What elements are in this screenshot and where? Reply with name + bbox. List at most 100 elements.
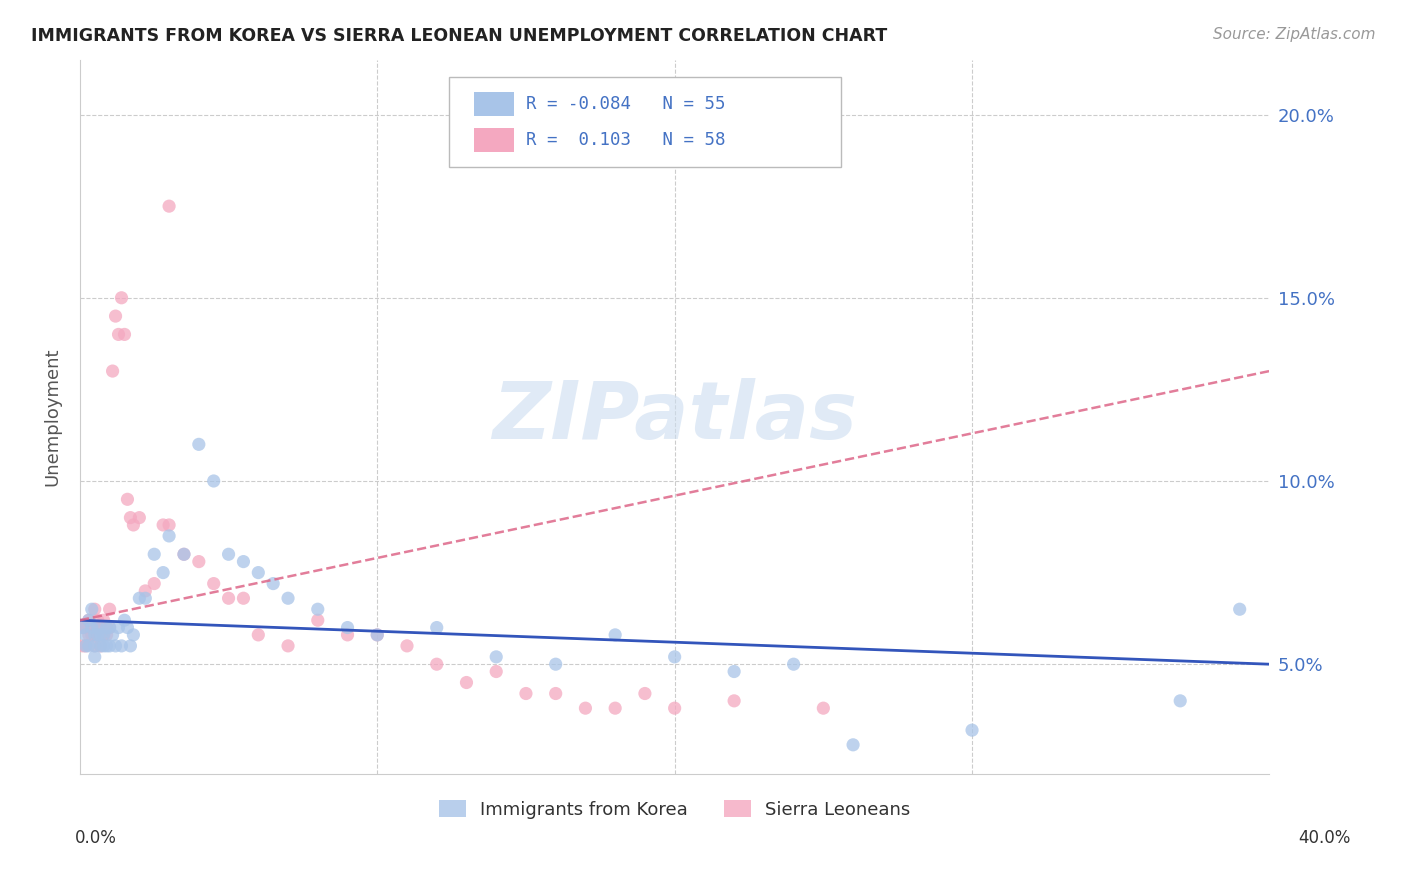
Point <box>117 621 139 635</box>
Point <box>157 199 180 213</box>
Point <box>134 583 156 598</box>
Point <box>96 621 118 635</box>
Point <box>86 613 108 627</box>
Point <box>93 628 115 642</box>
Text: Source: ZipAtlas.com: Source: ZipAtlas.com <box>1212 27 1375 42</box>
Point <box>173 547 195 561</box>
Point <box>72 639 94 653</box>
Point <box>83 602 105 616</box>
Point <box>80 628 103 642</box>
Point <box>80 621 103 635</box>
Point <box>75 621 97 635</box>
Point <box>842 738 865 752</box>
Point <box>90 639 112 653</box>
FancyBboxPatch shape <box>474 128 515 153</box>
Point <box>395 639 418 653</box>
Point <box>173 547 195 561</box>
Point <box>485 665 508 679</box>
Point <box>426 621 449 635</box>
Point <box>485 649 508 664</box>
Point <box>336 628 359 642</box>
Point <box>723 694 745 708</box>
Y-axis label: Unemployment: Unemployment <box>44 348 60 486</box>
Point <box>456 675 478 690</box>
Point <box>93 613 115 627</box>
Point <box>202 474 225 488</box>
Point <box>544 657 567 672</box>
Text: IMMIGRANTS FROM KOREA VS SIERRA LEONEAN UNEMPLOYMENT CORRELATION CHART: IMMIGRANTS FROM KOREA VS SIERRA LEONEAN … <box>31 27 887 45</box>
Point <box>86 621 108 635</box>
Point <box>98 621 121 635</box>
Point <box>83 639 105 653</box>
Point <box>93 639 115 653</box>
Point <box>98 639 121 653</box>
Point <box>83 628 105 642</box>
Point <box>723 665 745 679</box>
Point <box>218 547 240 561</box>
Point <box>187 437 209 451</box>
Point <box>544 686 567 700</box>
Point <box>605 628 627 642</box>
Point <box>120 510 142 524</box>
Point <box>605 701 627 715</box>
Point <box>96 639 118 653</box>
Point <box>104 309 127 323</box>
Point <box>664 701 686 715</box>
Point <box>83 628 105 642</box>
Point <box>72 621 94 635</box>
Point <box>77 639 100 653</box>
Point <box>515 686 537 700</box>
Point <box>307 602 329 616</box>
Point <box>143 576 166 591</box>
Point <box>366 628 388 642</box>
Legend: Immigrants from Korea, Sierra Leoneans: Immigrants from Korea, Sierra Leoneans <box>432 793 918 826</box>
Point <box>122 628 145 642</box>
Point <box>86 621 108 635</box>
Point <box>134 591 156 606</box>
Point <box>117 492 139 507</box>
Point <box>80 621 103 635</box>
Point <box>574 701 596 715</box>
FancyBboxPatch shape <box>449 78 841 167</box>
Point <box>277 639 299 653</box>
Text: R = -0.084   N = 55: R = -0.084 N = 55 <box>526 95 725 113</box>
Point <box>128 510 150 524</box>
Point <box>98 602 121 616</box>
Point <box>110 639 132 653</box>
Point <box>90 628 112 642</box>
Point <box>83 639 105 653</box>
Point <box>86 628 108 642</box>
Point <box>122 518 145 533</box>
Point <box>96 621 118 635</box>
Point <box>336 621 359 635</box>
Point <box>98 621 121 635</box>
Point <box>83 649 105 664</box>
Point <box>128 591 150 606</box>
Point <box>152 518 174 533</box>
Point <box>426 657 449 672</box>
Point <box>277 591 299 606</box>
Point <box>782 657 804 672</box>
Point <box>107 327 129 342</box>
FancyBboxPatch shape <box>474 92 515 116</box>
Point <box>262 576 284 591</box>
Point <box>75 628 97 642</box>
Point <box>77 613 100 627</box>
Point <box>218 591 240 606</box>
Point <box>152 566 174 580</box>
Point <box>75 639 97 653</box>
Point <box>93 628 115 642</box>
Point <box>107 621 129 635</box>
Point <box>307 613 329 627</box>
Point <box>366 628 388 642</box>
Point <box>90 621 112 635</box>
Point <box>110 291 132 305</box>
Point <box>187 555 209 569</box>
Point <box>232 555 254 569</box>
Point <box>960 723 983 738</box>
Point <box>1229 602 1251 616</box>
Point <box>96 628 118 642</box>
Point <box>247 628 270 642</box>
Point <box>80 602 103 616</box>
Point <box>77 613 100 627</box>
